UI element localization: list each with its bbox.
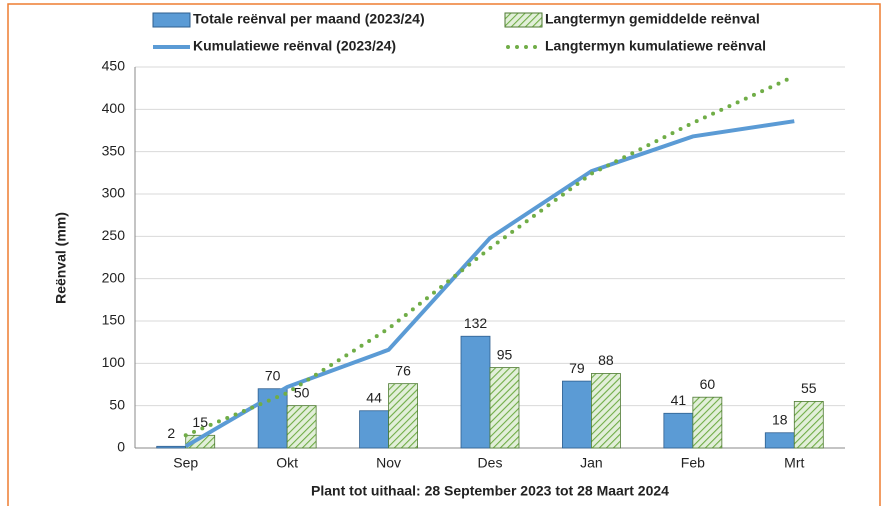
data-label: 44 xyxy=(366,389,382,405)
bar xyxy=(257,388,288,449)
bar xyxy=(562,380,592,449)
y-tick-label: 300 xyxy=(102,185,126,201)
y-tick-label: 200 xyxy=(102,269,126,285)
bar xyxy=(359,410,389,449)
data-label: 18 xyxy=(772,411,788,427)
y-tick-label: 150 xyxy=(102,312,126,328)
frame xyxy=(7,3,881,506)
legend-label: Totale reënval per maand (2023/24) xyxy=(193,11,425,27)
bar xyxy=(286,405,317,449)
y-tick-label: 350 xyxy=(102,142,126,158)
x-tick-label: Feb xyxy=(681,455,705,471)
data-label: 60 xyxy=(700,376,716,392)
bar xyxy=(591,373,621,449)
x-tick-label: Jan xyxy=(580,455,603,471)
bar xyxy=(793,401,824,449)
legend-label: Langtermyn kumulatiewe reënval xyxy=(545,38,766,54)
line xyxy=(183,74,797,438)
data-label: 55 xyxy=(801,380,817,396)
x-axis-title: Plant tot uithaal: 28 September 2023 tot… xyxy=(311,483,669,499)
legend-label: Langtermyn gemiddelde reënval xyxy=(545,11,760,27)
y-tick-label: 250 xyxy=(102,227,126,243)
x-tick-label: Nov xyxy=(376,455,401,471)
data-label: 76 xyxy=(395,362,411,378)
data-label: 88 xyxy=(598,352,614,368)
legend-swatch xyxy=(152,12,191,28)
x-tick-label: Sep xyxy=(173,455,198,471)
y-tick-label: 100 xyxy=(102,354,126,370)
x-tick-label: Mrt xyxy=(784,455,804,471)
y-tick-label: 50 xyxy=(109,396,125,412)
bar xyxy=(185,434,216,449)
bar xyxy=(460,335,491,449)
data-label: 132 xyxy=(464,315,488,331)
y-tick-label: 400 xyxy=(102,100,126,116)
y-tick-label: 0 xyxy=(117,439,125,455)
bar xyxy=(156,445,187,449)
y-tick-label: 450 xyxy=(102,58,126,74)
data-label: 2 xyxy=(167,425,175,441)
bar xyxy=(692,396,723,449)
y-axis-title: Reënval (mm) xyxy=(53,212,69,304)
line xyxy=(184,119,795,449)
data-label: 70 xyxy=(265,367,281,383)
bar xyxy=(388,383,418,449)
legend-label: Kumulatiewe reënval (2023/24) xyxy=(193,38,396,54)
data-label: 79 xyxy=(569,360,585,376)
data-label: 50 xyxy=(294,384,310,400)
data-label: 15 xyxy=(192,414,208,430)
x-tick-label: Okt xyxy=(276,455,298,471)
legend-swatch xyxy=(504,12,543,28)
data-label: 41 xyxy=(671,392,687,408)
x-tick-label: Des xyxy=(478,455,503,471)
bar xyxy=(764,432,795,449)
data-label: 95 xyxy=(497,346,513,362)
bar xyxy=(663,412,694,449)
bar xyxy=(489,367,520,449)
